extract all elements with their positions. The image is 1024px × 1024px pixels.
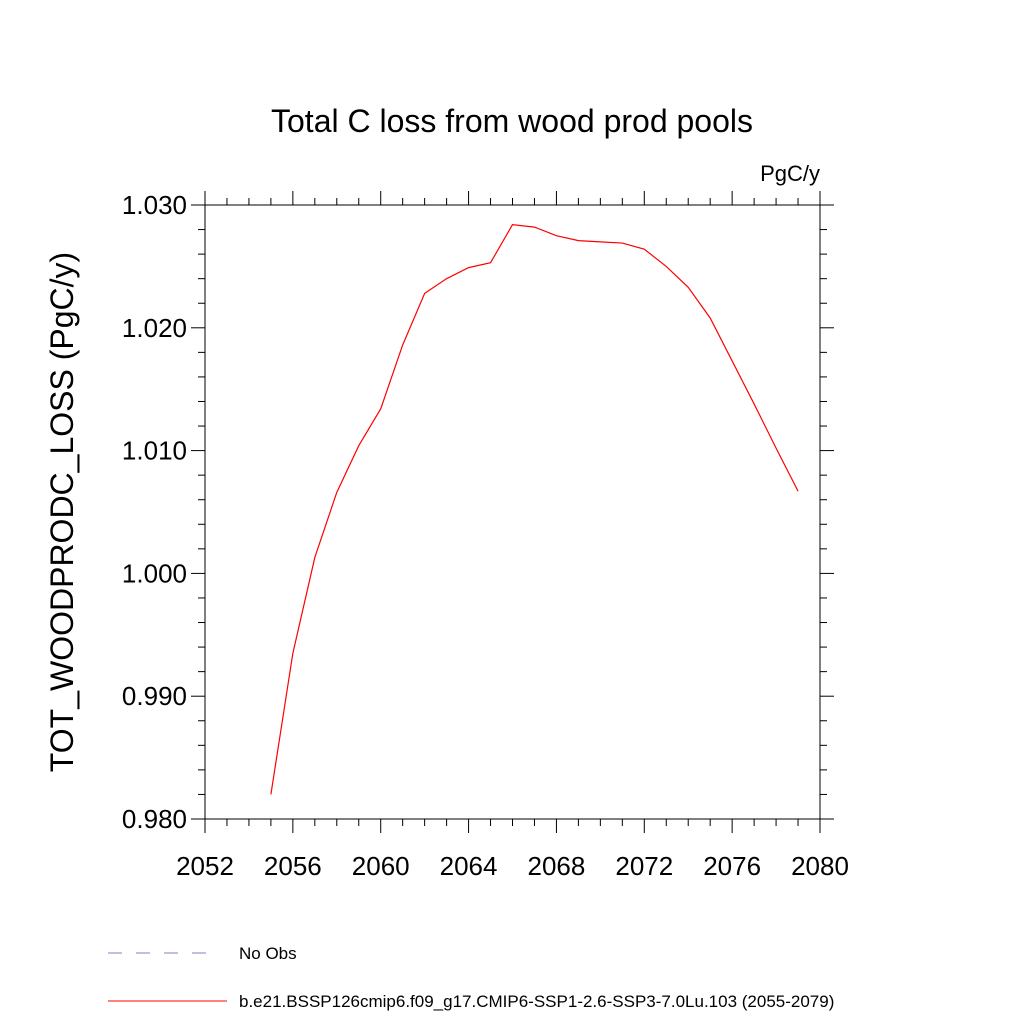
series-line-model <box>270 224 799 795</box>
y-tick-label: 0.980 <box>122 804 187 834</box>
units-label: PgC/y <box>760 161 820 186</box>
legend: No Obs b.e21.BSSP126cmip6.f09_g17.CMIP6-… <box>108 944 834 1011</box>
x-tick-label: 2060 <box>352 851 410 881</box>
major-ticks <box>191 191 834 833</box>
x-tick-label: 2068 <box>528 851 586 881</box>
chart-title: Total C loss from wood prod pools <box>271 103 753 139</box>
x-tick-labels: 2052 2056 2060 2064 2068 2072 2076 2080 <box>176 851 849 881</box>
x-tick-label: 2072 <box>615 851 673 881</box>
y-tick-label: 1.000 <box>122 558 187 588</box>
series-layer <box>270 224 799 795</box>
y-tick-label: 0.990 <box>122 681 187 711</box>
y-tick-label: 1.030 <box>122 190 187 220</box>
y-tick-labels: 0.980 0.990 1.000 1.010 1.020 1.030 <box>122 190 187 834</box>
y-tick-label: 1.010 <box>122 436 187 466</box>
x-tick-label: 2076 <box>703 851 761 881</box>
x-tick-label: 2056 <box>264 851 322 881</box>
legend-label-no-obs: No Obs <box>239 944 297 963</box>
x-tick-label: 2064 <box>440 851 498 881</box>
x-tick-label: 2052 <box>176 851 234 881</box>
x-tick-label: 2080 <box>791 851 849 881</box>
minor-ticks <box>198 198 827 826</box>
y-tick-label: 1.020 <box>122 313 187 343</box>
legend-label-model: b.e21.BSSP126cmip6.f09_g17.CMIP6-SSP1-2.… <box>239 992 834 1011</box>
plot-frame <box>204 204 821 820</box>
y-axis-label: TOT_WOODPRODC_LOSS (PgC/y) <box>44 252 80 772</box>
